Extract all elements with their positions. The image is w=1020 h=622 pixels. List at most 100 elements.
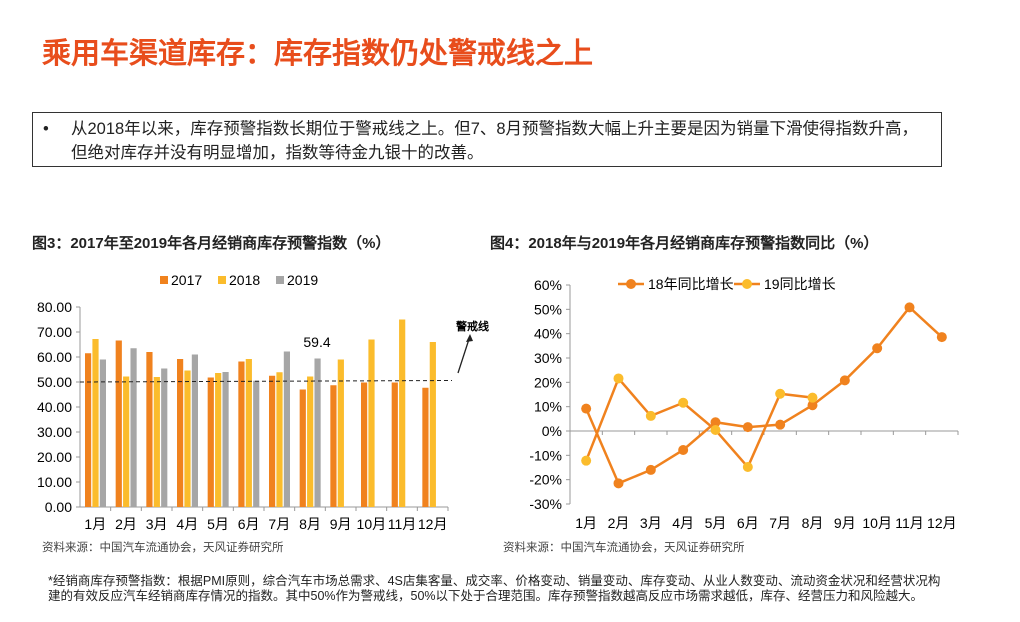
bar-2017 <box>207 377 214 507</box>
point-19同比增长 <box>742 462 753 473</box>
y-tick-label: 50% <box>534 301 562 317</box>
legend-swatch <box>276 276 284 284</box>
bar-2019 <box>253 380 260 507</box>
point-19同比增长 <box>581 455 592 466</box>
x-tick-label: 11月 <box>388 516 417 532</box>
bar-2017 <box>177 359 184 507</box>
y-tick-label: 0% <box>542 423 562 439</box>
y-tick-label: 10% <box>534 399 562 415</box>
point-18年同比增长 <box>872 343 883 354</box>
x-tick-label: 7月 <box>268 516 290 532</box>
x-tick-label: 9月 <box>330 516 352 532</box>
x-tick-label: 7月 <box>769 515 791 531</box>
legend-marker <box>626 279 636 289</box>
bar-2017 <box>299 389 306 507</box>
bar-2019 <box>161 368 168 507</box>
point-18年同比增长 <box>807 400 818 411</box>
x-tick-label: 11月 <box>895 515 924 531</box>
bar-2019 <box>130 348 137 507</box>
point-18年同比增长 <box>645 464 656 475</box>
y-tick-label: 10.00 <box>37 474 72 490</box>
x-tick-label: 10月 <box>357 516 387 532</box>
x-tick-label: 1月 <box>575 515 597 531</box>
y-tick-label: 20% <box>534 374 562 390</box>
x-tick-label: 4月 <box>672 515 694 531</box>
bar-2018 <box>429 342 436 507</box>
x-tick-label: 4月 <box>176 516 198 532</box>
point-19同比增长 <box>613 373 624 384</box>
chart2-title: 图4：2018年与2019年各月经销商库存预警指数同比（%） <box>490 235 879 252</box>
bar-2018 <box>245 359 252 507</box>
bar-2019 <box>314 358 321 507</box>
y-tick-label: -10% <box>529 447 562 463</box>
x-tick-label: 5月 <box>207 516 229 532</box>
point-19同比增长 <box>645 410 656 421</box>
bar-2018 <box>153 377 160 507</box>
point-18年同比增长 <box>775 419 786 430</box>
point-19同比增长 <box>678 397 689 408</box>
bar-2018 <box>368 339 375 507</box>
x-tick-label: 6月 <box>238 516 260 532</box>
chart1-title: 图3：2017年至2019年各月经销商库存预警指数（%） <box>32 235 391 252</box>
legend-label: 2019 <box>287 272 318 288</box>
bar-2019 <box>222 372 229 507</box>
bar-2018 <box>184 370 191 507</box>
bullet-icon: • <box>43 120 49 138</box>
x-tick-label: 9月 <box>834 515 856 531</box>
reference-line <box>79 380 453 383</box>
page-title: 乘用车渠道库存：库存指数仍处警戒线之上 <box>42 38 594 70</box>
bar-2018 <box>215 373 222 507</box>
warning-line-annotation: 警戒线 <box>455 319 489 333</box>
x-tick-label: 1月 <box>84 516 106 532</box>
x-tick-label: 8月 <box>299 516 321 532</box>
chart2-source: 资料来源：中国汽车流通协会，天风证券研究所 <box>503 542 745 554</box>
bar-2018 <box>123 376 130 507</box>
chart1-source: 资料来源：中国汽车流通协会，天风证券研究所 <box>42 542 284 554</box>
x-tick-label: 3月 <box>146 516 168 532</box>
bar-2018 <box>337 359 344 507</box>
point-18年同比增长 <box>678 444 689 455</box>
point-19同比增长 <box>775 388 786 399</box>
point-18年同比增长 <box>710 417 721 428</box>
y-tick-label: 70.00 <box>37 324 72 340</box>
x-tick-label: 8月 <box>802 515 824 531</box>
y-tick-label: 30.00 <box>37 424 72 440</box>
summary-box: • 从2018年以来，库存预警指数长期位于警戒线之上。但7、8月预警指数大幅上升主… <box>32 112 942 167</box>
point-18年同比增长 <box>742 422 753 433</box>
y-tick-label: 30% <box>534 350 562 366</box>
y-tick-label: 40.00 <box>37 399 72 415</box>
bar-2017 <box>391 382 398 507</box>
bar-2019 <box>99 359 106 507</box>
bar-2017 <box>330 385 337 507</box>
x-tick-label: 5月 <box>705 515 727 531</box>
bar-2017 <box>269 375 276 507</box>
x-tick-label: 10月 <box>862 515 892 531</box>
summary-text: 从2018年以来，库存预警指数长期位于警戒线之上。但7、8月预警指数大幅上升主要… <box>71 120 919 162</box>
bar-2018 <box>399 319 406 507</box>
point-18年同比增长 <box>581 403 592 414</box>
legend-swatch <box>218 276 226 284</box>
bar-2018 <box>92 339 99 507</box>
y-tick-label: -20% <box>529 472 562 488</box>
bar-2018 <box>276 372 283 507</box>
line-18年同比增长 <box>585 305 943 485</box>
legend-swatch <box>160 276 168 284</box>
legend-label: 2018 <box>229 272 260 288</box>
y-tick-label: 50.00 <box>37 374 72 390</box>
legend-label: 18年同比增长 <box>648 276 734 292</box>
bar-2017 <box>422 387 429 507</box>
x-tick-label: 2月 <box>115 516 137 532</box>
footnote: *经销商库存预警指数：根据PMI原则，综合汽车市场总需求、4S店集客量、成交率、… <box>48 574 941 603</box>
point-18年同比增长 <box>904 302 915 313</box>
data-label: 59.4 <box>303 334 330 350</box>
point-19同比增长 <box>807 392 818 403</box>
legend-marker <box>742 279 752 289</box>
y-tick-label: 60% <box>534 277 562 293</box>
line-19同比增长 <box>585 376 813 470</box>
y-tick-label: 0.00 <box>45 499 72 515</box>
legend-label: 2017 <box>171 272 202 288</box>
arrow-head <box>466 334 473 342</box>
point-18年同比增长 <box>936 332 947 343</box>
bar-2017 <box>361 382 368 507</box>
